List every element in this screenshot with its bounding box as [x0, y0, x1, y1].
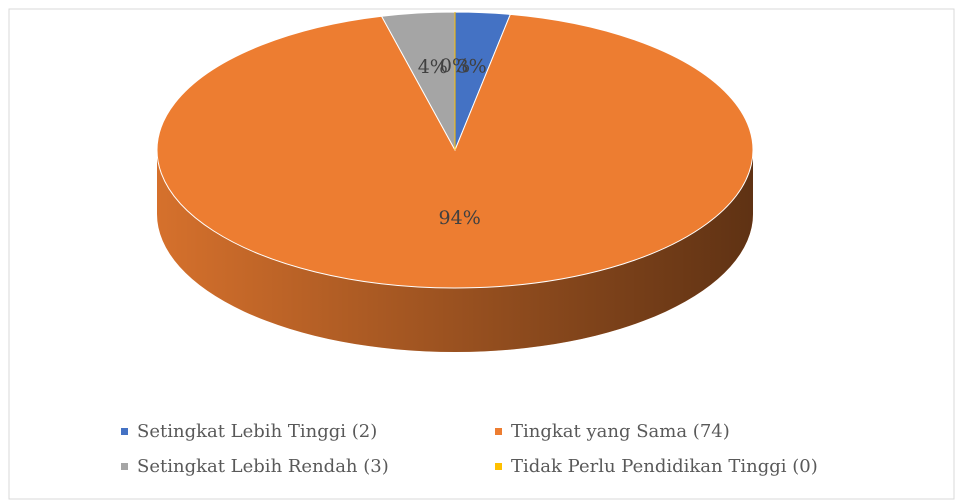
slice [156, 13, 754, 289]
legend-swatch [495, 428, 502, 435]
legend-label: Tidak Perlu Pendidikan Tinggi (0) [511, 456, 818, 477]
data-label: 4% [418, 56, 448, 78]
legend-swatch [495, 463, 502, 470]
legend-label: Setingkat Lebih Tinggi (2) [137, 421, 377, 442]
data-label: 3% [457, 56, 487, 78]
legend-label: Tingkat yang Sama (74) [511, 421, 730, 442]
legend-label: Setingkat Lebih Rendah (3) [137, 456, 389, 477]
pie: 3% 94% 4%0% [156, 11, 754, 352]
legend-swatch [121, 428, 128, 435]
data-label: 0% [440, 55, 470, 77]
legend: Setingkat Lebih Tinggi (2) Tingkat yang S… [121, 421, 818, 477]
data-label: 94% [439, 207, 481, 229]
legend-swatch [121, 463, 128, 470]
slice-side-shade [157, 150, 753, 352]
